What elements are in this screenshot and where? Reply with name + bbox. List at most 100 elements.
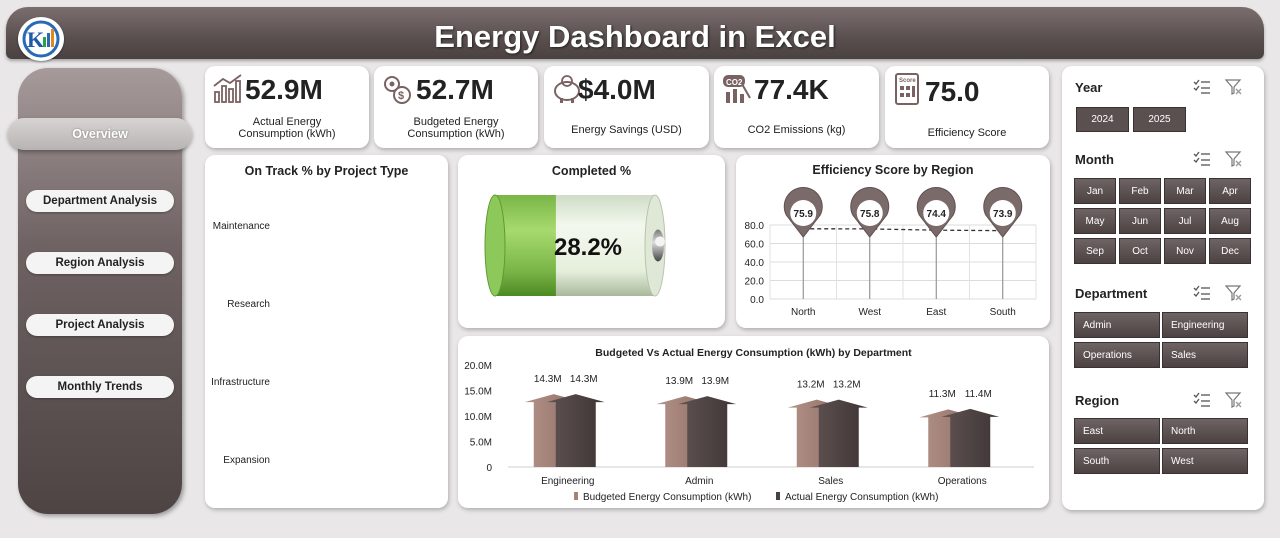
data-label: 74.4 bbox=[927, 209, 947, 220]
data-label: 14.3M bbox=[570, 374, 598, 385]
battery-start bbox=[484, 194, 506, 297]
slicer-year-2024[interactable]: 2024 bbox=[1076, 107, 1129, 132]
kpi-budgeted-energy: $ 52.7M Budgeted Energy Consumption (kWh… bbox=[374, 66, 538, 148]
battery-chart: 28.2% bbox=[484, 194, 666, 297]
clear-filter-icon[interactable] bbox=[1224, 150, 1244, 168]
nav-monthly-trends[interactable]: Monthly Trends bbox=[26, 376, 174, 398]
nav-department-analysis[interactable]: Department Analysis bbox=[26, 190, 174, 212]
data-label: 13.9M bbox=[665, 376, 693, 387]
slicer-month-nov[interactable]: Nov bbox=[1164, 238, 1206, 264]
x-tick-label: East bbox=[926, 307, 946, 318]
x-tick-label: Engineering bbox=[541, 476, 594, 487]
slicer-department-engineering[interactable]: Engineering bbox=[1162, 312, 1248, 338]
kpi-value: 77.4K bbox=[754, 74, 829, 105]
slicer-region-west[interactable]: West bbox=[1162, 448, 1248, 474]
data-label: 11.4M bbox=[965, 389, 992, 400]
slicer-month-oct[interactable]: Oct bbox=[1119, 238, 1161, 264]
category-label: Maintenance bbox=[213, 221, 271, 232]
slicer-region-south[interactable]: South bbox=[1074, 448, 1160, 474]
svg-text:K: K bbox=[27, 27, 44, 52]
chart-title: On Track % by Project Type bbox=[244, 164, 409, 178]
kpi-efficiency-score: Score 75.0 Efficiency Score bbox=[885, 66, 1049, 148]
on-track-chart: 30.2%Maintenance30.9%Research38.3%Infras… bbox=[211, 221, 271, 466]
x-tick-label: North bbox=[791, 307, 815, 318]
x-tick-label: South bbox=[990, 307, 1016, 318]
y-tick-label: 40.0 bbox=[745, 258, 765, 269]
y-tick-label: 15.0M bbox=[464, 387, 492, 398]
kpi-energy-savings: $4.0M Energy Savings (USD) bbox=[544, 66, 709, 148]
slicer-year-title: Year bbox=[1075, 80, 1103, 95]
clear-filter-icon[interactable] bbox=[1224, 284, 1244, 302]
clear-filter-icon[interactable] bbox=[1224, 78, 1244, 96]
actual-bar bbox=[546, 394, 605, 467]
y-tick-label: 20.0 bbox=[745, 277, 765, 288]
y-tick-label: 10.0M bbox=[464, 412, 492, 423]
nav-project-analysis[interactable]: Project Analysis bbox=[26, 314, 174, 336]
category-label: Research bbox=[227, 299, 270, 310]
data-label: 75.9 bbox=[794, 209, 814, 220]
nav-region-analysis[interactable]: Region Analysis bbox=[26, 252, 174, 274]
x-tick-label: Admin bbox=[685, 476, 713, 487]
slicer-month-may[interactable]: May bbox=[1074, 208, 1116, 234]
slicer-department-operations[interactable]: Operations bbox=[1074, 342, 1160, 368]
kpi-value: 75.0 bbox=[925, 76, 980, 107]
actual-bar bbox=[678, 396, 737, 467]
slicer-month-jan[interactable]: Jan bbox=[1074, 178, 1116, 204]
legend-swatch-budgeted bbox=[574, 492, 578, 500]
kpi-label: Efficiency Score bbox=[927, 127, 1007, 139]
multi-select-icon[interactable] bbox=[1192, 78, 1212, 96]
slicer-region-title: Region bbox=[1075, 393, 1120, 408]
slicer-month-sep[interactable]: Sep bbox=[1074, 238, 1116, 264]
region-chart: 80.0 60.0 40.0 20.0 0.0 North West East South 75.… bbox=[745, 187, 1037, 318]
data-label: 75.8 bbox=[860, 209, 880, 220]
data-label: 73.9 bbox=[993, 209, 1013, 220]
category-label: Infrastructure bbox=[211, 377, 270, 388]
efficiency-line bbox=[803, 228, 1003, 232]
slicer-month-jun[interactable]: Jun bbox=[1119, 208, 1161, 234]
multi-select-icon[interactable] bbox=[1192, 391, 1212, 409]
chart-title: Budgeted Vs Actual Energy Consumption (k… bbox=[595, 347, 912, 359]
legend-swatch-actual bbox=[776, 492, 780, 500]
clear-filter-icon[interactable] bbox=[1224, 391, 1244, 409]
page-title: Energy Dashboard in Excel bbox=[434, 19, 836, 54]
slicer-month-mar[interactable]: Mar bbox=[1164, 178, 1206, 204]
svg-text:CO2: CO2 bbox=[726, 78, 743, 87]
pin-inner bbox=[923, 200, 950, 226]
chart-title: Efficiency Score by Region bbox=[812, 163, 974, 177]
slicer-month-title: Month bbox=[1075, 152, 1114, 167]
completed-value: 28.2% bbox=[554, 234, 622, 261]
chart-title: Completed % bbox=[551, 164, 632, 178]
score-sheet-icon: Score bbox=[895, 73, 919, 105]
legend-label: Budgeted Energy Consumption (kWh) bbox=[583, 492, 751, 503]
slicer-region-north[interactable]: North bbox=[1162, 418, 1248, 444]
department-chart: 20.0M 15.0M 10.0M 5.0M 0 14.3M 14.3M Engineerin… bbox=[464, 361, 1034, 503]
slicer-month-dec[interactable]: Dec bbox=[1209, 238, 1251, 264]
x-tick-label: Operations bbox=[938, 476, 987, 487]
slicer-month-apr[interactable]: Apr bbox=[1209, 178, 1251, 204]
y-tick-label: 0 bbox=[486, 463, 492, 474]
slicer-panel: Year Month Department Region 2024 2025 Jan… bbox=[1062, 66, 1264, 510]
slicer-department-sales[interactable]: Sales bbox=[1162, 342, 1248, 368]
nav-overview[interactable]: Overview bbox=[8, 118, 192, 150]
bar-chart-icon bbox=[213, 74, 242, 103]
department-chart-panel: Budgeted Vs Actual Energy Consumption (k… bbox=[458, 336, 1049, 508]
slicer-month-jul[interactable]: Jul bbox=[1164, 208, 1206, 234]
slicer-month-feb[interactable]: Feb bbox=[1119, 178, 1161, 204]
kpi-value: $4.0M bbox=[578, 74, 656, 105]
legend-label: Actual Energy Consumption (kWh) bbox=[785, 492, 938, 503]
multi-select-icon[interactable] bbox=[1192, 150, 1212, 168]
x-tick-label: West bbox=[858, 307, 881, 318]
data-label: 14.3M bbox=[534, 374, 562, 385]
region-chart-panel: Efficiency Score by Region 80.0 60.0 40.0 2… bbox=[736, 155, 1050, 328]
svg-text:$: $ bbox=[398, 90, 404, 102]
slicer-year-2025[interactable]: 2025 bbox=[1133, 107, 1186, 132]
category-label: Expansion bbox=[223, 455, 270, 466]
multi-select-icon[interactable] bbox=[1192, 284, 1212, 302]
budget-gears-icon: $ bbox=[384, 76, 411, 104]
slicer-month-aug[interactable]: Aug bbox=[1209, 208, 1251, 234]
piggy-bank-icon bbox=[554, 75, 580, 103]
pin-inner bbox=[989, 200, 1016, 226]
slicer-region-east[interactable]: East bbox=[1074, 418, 1160, 444]
slicer-department-admin[interactable]: Admin bbox=[1074, 312, 1160, 338]
completed-chart-panel: Completed % 28.2% bbox=[458, 155, 725, 328]
